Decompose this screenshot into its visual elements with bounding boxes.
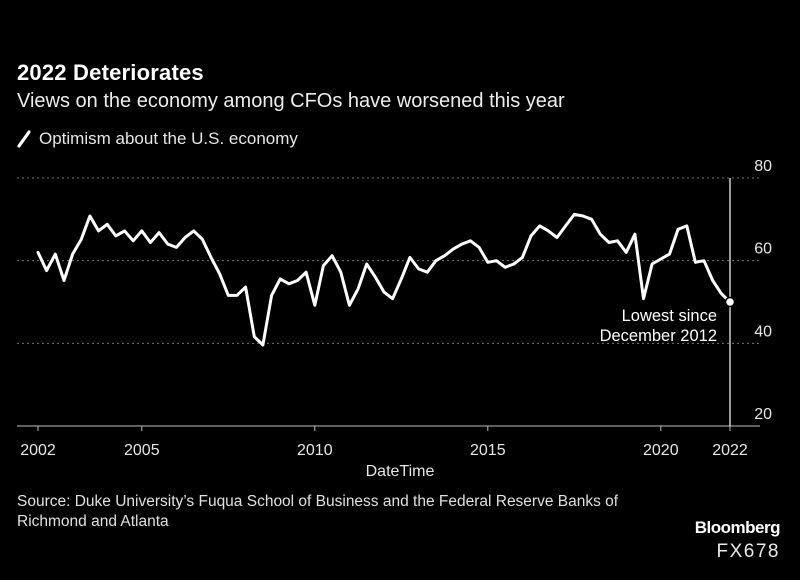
y-tick-label-60: 60 xyxy=(754,241,772,258)
x-tick-label-2005: 2005 xyxy=(124,442,160,459)
x-tick-label-2022: 2022 xyxy=(712,442,748,459)
watermark-code: FX678 xyxy=(716,541,780,562)
chart-subtitle: Views on the economy among CFOs have wor… xyxy=(17,90,565,112)
annotations: Lowest since December 2012 xyxy=(600,296,736,345)
legend: Optimism about the U.S. economy xyxy=(17,129,298,149)
annotation-label-line-1: Lowest since xyxy=(622,307,717,325)
annotation-point xyxy=(724,296,736,308)
y-tick-label-80: 80 xyxy=(754,158,772,175)
x-tick-label-2015: 2015 xyxy=(470,442,506,459)
series-line-optimism xyxy=(36,212,732,347)
y-tick-label-20: 20 xyxy=(754,406,772,423)
x-axis-title: DateTime xyxy=(366,463,435,480)
annotation-label-line-2: December 2012 xyxy=(600,327,717,345)
axes: 20 40 60 80 2002 2005 2010 2015 2020 2022 DateTime xyxy=(17,158,772,480)
x-tick-label-2020: 2020 xyxy=(643,442,679,459)
y-tick-label-40: 40 xyxy=(754,323,772,340)
x-tick-label-2010: 2010 xyxy=(297,442,333,459)
legend-label: Optimism about the U.S. economy xyxy=(39,129,298,148)
source-note: Source: Duke University’s Fuqua School o… xyxy=(17,493,619,530)
series xyxy=(36,212,732,347)
bloomberg-logo: Bloomberg xyxy=(694,518,781,537)
x-tick-label-2002: 2002 xyxy=(20,442,56,459)
chart-title: 2022 Deteriorates xyxy=(17,60,204,85)
legend-line-swatch xyxy=(17,130,31,148)
grid-lines xyxy=(17,177,760,344)
